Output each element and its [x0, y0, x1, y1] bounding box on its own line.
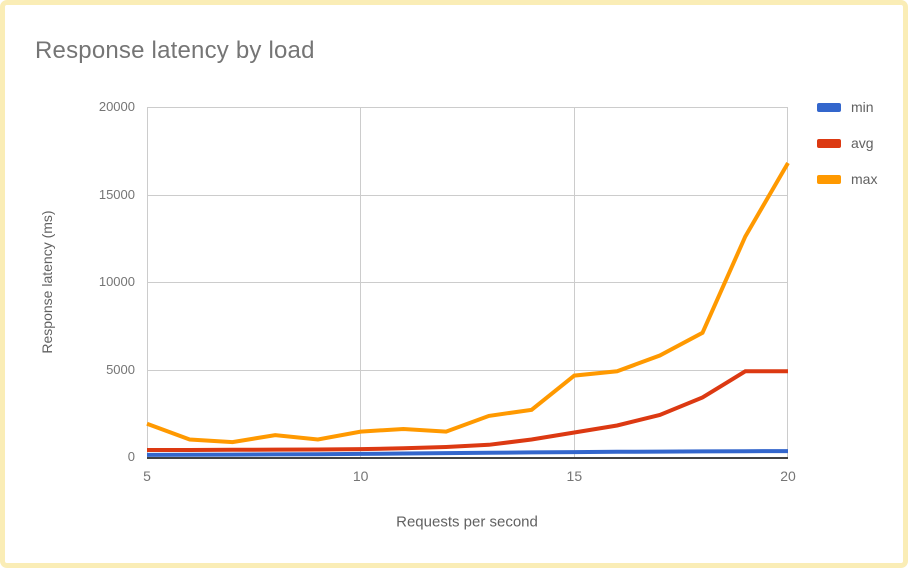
x-axis-title: Requests per second [396, 513, 538, 531]
chart-title: Response latency by load [35, 37, 315, 64]
series-line-avg [147, 369, 788, 452]
legend-label: min [851, 99, 874, 115]
y-tick-label: 0 [127, 449, 135, 464]
y-tick-label: 15000 [98, 186, 135, 202]
x-tick-label: 15 [566, 468, 583, 484]
y-axis-title: Response latency (ms) [39, 210, 55, 354]
legend-label: max [851, 171, 878, 187]
legend-swatch-max [817, 174, 841, 184]
x-tick-label: 20 [780, 468, 796, 484]
y-tick-label: 20000 [98, 99, 135, 114]
legend-item-min: min [817, 99, 874, 115]
y-tick-label: 5000 [106, 361, 135, 377]
legend-swatch-min [817, 102, 841, 112]
series-line-min [146, 449, 789, 457]
x-tick-label: 10 [352, 468, 369, 484]
legend-label: avg [851, 135, 874, 151]
response-latency-chart: Response latency by load Response latenc… [5, 5, 903, 563]
plot-area [146, 107, 790, 459]
legend-item-max: max [817, 171, 877, 187]
y-tick-label: 10000 [98, 274, 135, 289]
legend-item-avg: avg [817, 135, 874, 151]
legend-swatch-avg [817, 138, 841, 148]
x-tick-label: 5 [143, 468, 151, 484]
series-line-max [146, 161, 790, 445]
